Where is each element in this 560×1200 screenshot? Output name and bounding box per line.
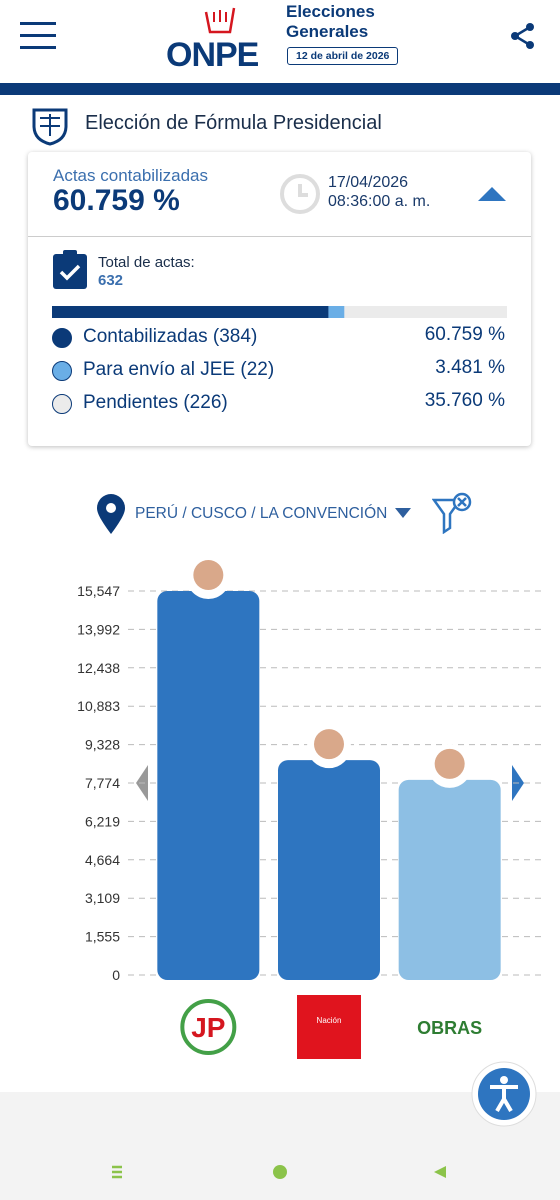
app-header: ONPE Elecciones Generales 12 de abril de … (0, 0, 560, 80)
bar (157, 591, 260, 980)
party-name: Nación (317, 1016, 342, 1025)
title-line: Elecciones (286, 2, 375, 21)
y-tick-label: 4,664 (85, 852, 120, 868)
clipboard-icon (53, 250, 87, 289)
y-tick-label: 3,109 (85, 890, 120, 906)
candidate-face (193, 560, 224, 590)
y-tick-label: 10,883 (77, 698, 120, 714)
summary-label: Actas contabilizadas (53, 166, 208, 185)
bar (278, 760, 380, 980)
y-tick-label: 7,774 (85, 775, 120, 791)
party-logo (297, 995, 361, 1059)
menu-button[interactable] (20, 20, 56, 50)
header-date: 12 de abril de 2026 (287, 47, 399, 65)
status-value: 60.759 % (424, 324, 505, 345)
bar (398, 779, 501, 980)
party-name: OBRAS (417, 1018, 482, 1038)
total-label: Total de actas: (98, 254, 195, 271)
status-dot (52, 394, 72, 414)
divider (28, 236, 531, 237)
title-line: Generales (286, 22, 369, 41)
accessibility-button[interactable] (470, 1060, 538, 1128)
header-band (0, 83, 560, 95)
y-tick-label: 13,992 (77, 621, 120, 637)
status-value: 3.481 % (435, 357, 505, 378)
coat-of-arms (32, 108, 68, 146)
header-title: Elecciones Generales (286, 2, 375, 42)
status-row: Contabilizadas (384) 60.759 % (52, 324, 505, 354)
status-label: Contabilizadas (384) (83, 326, 258, 347)
share-button[interactable] (510, 22, 536, 50)
candidate-face (434, 748, 465, 779)
results-chart: 0 1,555 3,109 4,664 6,219 7,774 9,328 10,883 12,… (77, 555, 545, 1059)
logo-mark (204, 7, 236, 34)
location-path[interactable]: PERÚ / CUSCO / LA CONVENCIÓN (135, 505, 388, 522)
location-dropdown[interactable] (395, 508, 411, 518)
collapse-button[interactable] (478, 186, 506, 202)
party-logo (180, 999, 237, 1055)
status-dot (52, 328, 72, 348)
clock-icon (280, 174, 320, 214)
progress-bar (52, 306, 507, 318)
location-pin (97, 494, 125, 534)
y-tick-label: 15,547 (77, 583, 120, 599)
summary-time: 08:36:00 a. m. (328, 193, 431, 210)
summary-card: Actas contabilizadas 60.759 % 17/04/2026… (28, 152, 531, 446)
bottom-area (0, 1092, 560, 1200)
total-value: 632 (98, 272, 124, 289)
y-tick-label: 1,555 (85, 929, 120, 945)
summary-percent: 60.759 % (53, 184, 180, 217)
status-row: Para envío al JEE (22) 3.481 % (52, 357, 505, 387)
progress-segment (52, 306, 329, 318)
status-value: 35.760 % (424, 390, 505, 411)
summary-date: 17/04/2026 (328, 174, 409, 191)
system-nav (112, 1165, 446, 1179)
y-tick-label: 0 (112, 967, 120, 983)
progress-segment (328, 306, 345, 318)
candidate-face (314, 729, 344, 760)
y-tick-label: 9,328 (85, 737, 120, 753)
status-label: Pendientes (226) (83, 392, 228, 413)
status-row: Pendientes (226) 35.760 % (52, 390, 505, 420)
logo-text: ONPE (166, 36, 259, 74)
status-dot (52, 361, 72, 381)
y-tick-label: 6,219 (85, 813, 120, 829)
status-label: Para envío al JEE (22) (83, 359, 275, 380)
election-title: Elección de Fórmula Presidencial (85, 112, 382, 134)
party-name: JP (191, 1012, 225, 1043)
y-tick-label: 12,438 (77, 660, 120, 676)
clear-filter-button[interactable] (432, 492, 472, 534)
